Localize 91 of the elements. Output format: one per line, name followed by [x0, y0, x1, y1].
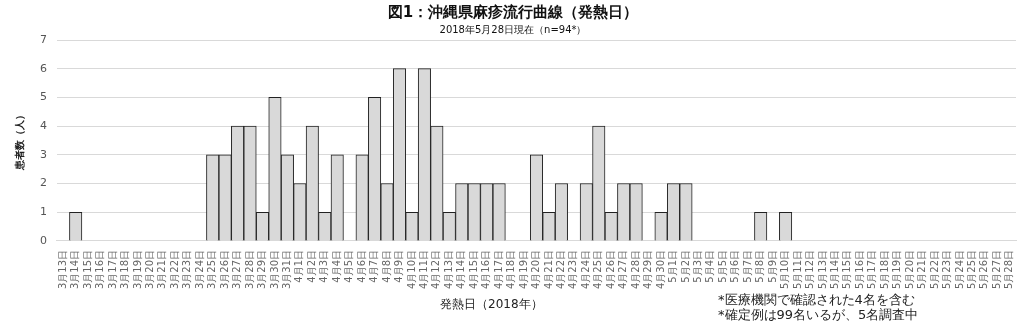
x-tick-label: 3月13日 [56, 249, 68, 290]
y-tick-label: 6 [40, 61, 47, 75]
x-tick-label: 4月19日 [517, 249, 529, 290]
x-tick-label: 3月23日 [181, 249, 193, 290]
x-tick-label: 4月23日 [567, 249, 579, 290]
x-tick-label: 3月15日 [81, 249, 93, 290]
x-tick-label: 5月4日 [704, 249, 716, 283]
x-tick-label: 4月22日 [555, 249, 566, 290]
x-tick-label: 5月26日 [978, 249, 990, 290]
x-tick-label: 3月30日 [268, 249, 280, 290]
y-tick-label: 1 [40, 205, 47, 219]
y-tick-label: 7 [40, 32, 47, 46]
x-tick-label: 5月3日 [692, 249, 703, 283]
x-axis-title: 発熱日（2018年） [440, 296, 543, 313]
x-tick-label: 3月29日 [256, 249, 268, 290]
x-tick-label: 4月30日 [654, 249, 666, 290]
x-tick-label: 5月6日 [729, 249, 741, 283]
x-tick-label: 5月27日 [990, 249, 1002, 290]
x-tick-label: 3月28日 [243, 249, 255, 290]
x-tick-label: 5月22日 [928, 249, 940, 290]
x-tick-label: 5月1日 [667, 249, 679, 283]
y-tick-label: 5 [40, 90, 47, 104]
x-tick-label: 3月16日 [94, 249, 106, 290]
x-tick-label: 5月16日 [853, 249, 865, 290]
x-tick-label: 4月14日 [455, 249, 467, 290]
x-tick-label: 4月15日 [467, 249, 479, 290]
x-tick-label: 4月13日 [442, 249, 454, 290]
x-tick-label: 3月24日 [193, 249, 205, 290]
x-tick-label: 3月31日 [281, 249, 292, 290]
x-tick-label: 4月3日 [318, 249, 330, 283]
x-tick-label: 3月19日 [131, 249, 143, 290]
text: *医療機関で確認された4名を含む [718, 292, 916, 307]
x-tick-label: 5月24日 [953, 249, 965, 290]
x-tick-label: 5月19日 [891, 249, 903, 290]
x-tick-label: 5月18日 [878, 249, 890, 290]
x-tick-label: 4月6日 [355, 249, 367, 283]
y-tick-label: 0 [40, 233, 47, 247]
x-tick-label: 3月18日 [119, 249, 131, 290]
x-tick-label: 4月2日 [305, 249, 317, 283]
y-tick-label: 2 [40, 176, 47, 190]
x-tick-label: 5月14日 [829, 249, 840, 290]
x-tick-label: 4月10日 [405, 249, 417, 290]
x-tick-label: 5月13日 [816, 249, 828, 290]
x-tick-label: 5月28日 [1003, 249, 1015, 290]
x-tick-label: 4月5日 [343, 249, 355, 283]
x-tick-label: 5月5日 [716, 249, 728, 283]
x-tick-label: 5月7日 [741, 249, 753, 283]
x-tick-label: 3月21日 [156, 249, 168, 290]
x-tick-label: 4月17日 [492, 249, 504, 290]
x-tick-label: 4月24日 [579, 249, 591, 290]
x-tick-label: 5月12日 [804, 249, 816, 290]
x-tick-label: 3月20日 [144, 249, 155, 290]
x-tick-label: 4月18日 [505, 249, 517, 290]
x-tick-label: 5月8日 [754, 249, 766, 283]
x-tick-label: 4月4日 [330, 249, 342, 283]
x-tick-label: 4月27日 [617, 249, 629, 290]
x-tick-label: 4月20日 [530, 249, 542, 290]
x-tick-label: 5月21日 [916, 249, 928, 290]
y-tick-label: 4 [40, 118, 47, 132]
chart-subtitle: 2018年5月28日現在（n=94*） [439, 23, 587, 35]
x-tick-label: 4月25日 [592, 249, 604, 290]
x-tick-label: 3月14日 [69, 249, 81, 290]
x-tick-label: 4月28日 [629, 249, 641, 290]
x-tick-label: 5月11日 [791, 249, 803, 290]
x-tick-label: 5月17日 [866, 249, 878, 290]
x-tick-label: 5月10日 [779, 249, 791, 290]
x-tick-label: 5月23日 [941, 249, 953, 290]
x-tick-label: 4月16日 [480, 249, 492, 290]
y-axis-title: 患者数（人） [13, 110, 25, 172]
chart-title: 図1：沖縄県麻疹流行曲線（発熱日） [387, 2, 639, 21]
x-tick-label: 5月9日 [766, 249, 778, 283]
x-tick-label: 3月26日 [218, 249, 230, 290]
x-tick-label: 4月11日 [418, 249, 429, 290]
x-tick-label: 5月2日 [679, 249, 691, 283]
x-tick-label: 5月15日 [841, 249, 853, 290]
x-tick-label: 3月22日 [168, 249, 180, 290]
x-tick-label: 4月1日 [293, 249, 305, 283]
x-tick-label: 3月25日 [206, 249, 218, 290]
x-tick-label: 4月26日 [604, 249, 616, 290]
x-tick-label: 3月27日 [231, 249, 243, 290]
x-tick-label: 4月12日 [430, 249, 442, 290]
x-tick-label: 4月21日 [542, 249, 554, 290]
x-tick-label: 5月20日 [903, 249, 915, 290]
x-tick-label: 4月8日 [380, 249, 392, 283]
x-tick-label: 3月17日 [106, 249, 118, 290]
x-tick-label: 5月25日 [966, 249, 977, 290]
y-tick-label: 3 [40, 147, 47, 161]
x-tick-label: 4月9日 [393, 249, 405, 283]
x-tick-label: 4月7日 [368, 249, 380, 283]
x-tick-label: 4月29日 [642, 249, 654, 290]
text: *確定例は99名いるが、5名調査中 [718, 307, 919, 322]
